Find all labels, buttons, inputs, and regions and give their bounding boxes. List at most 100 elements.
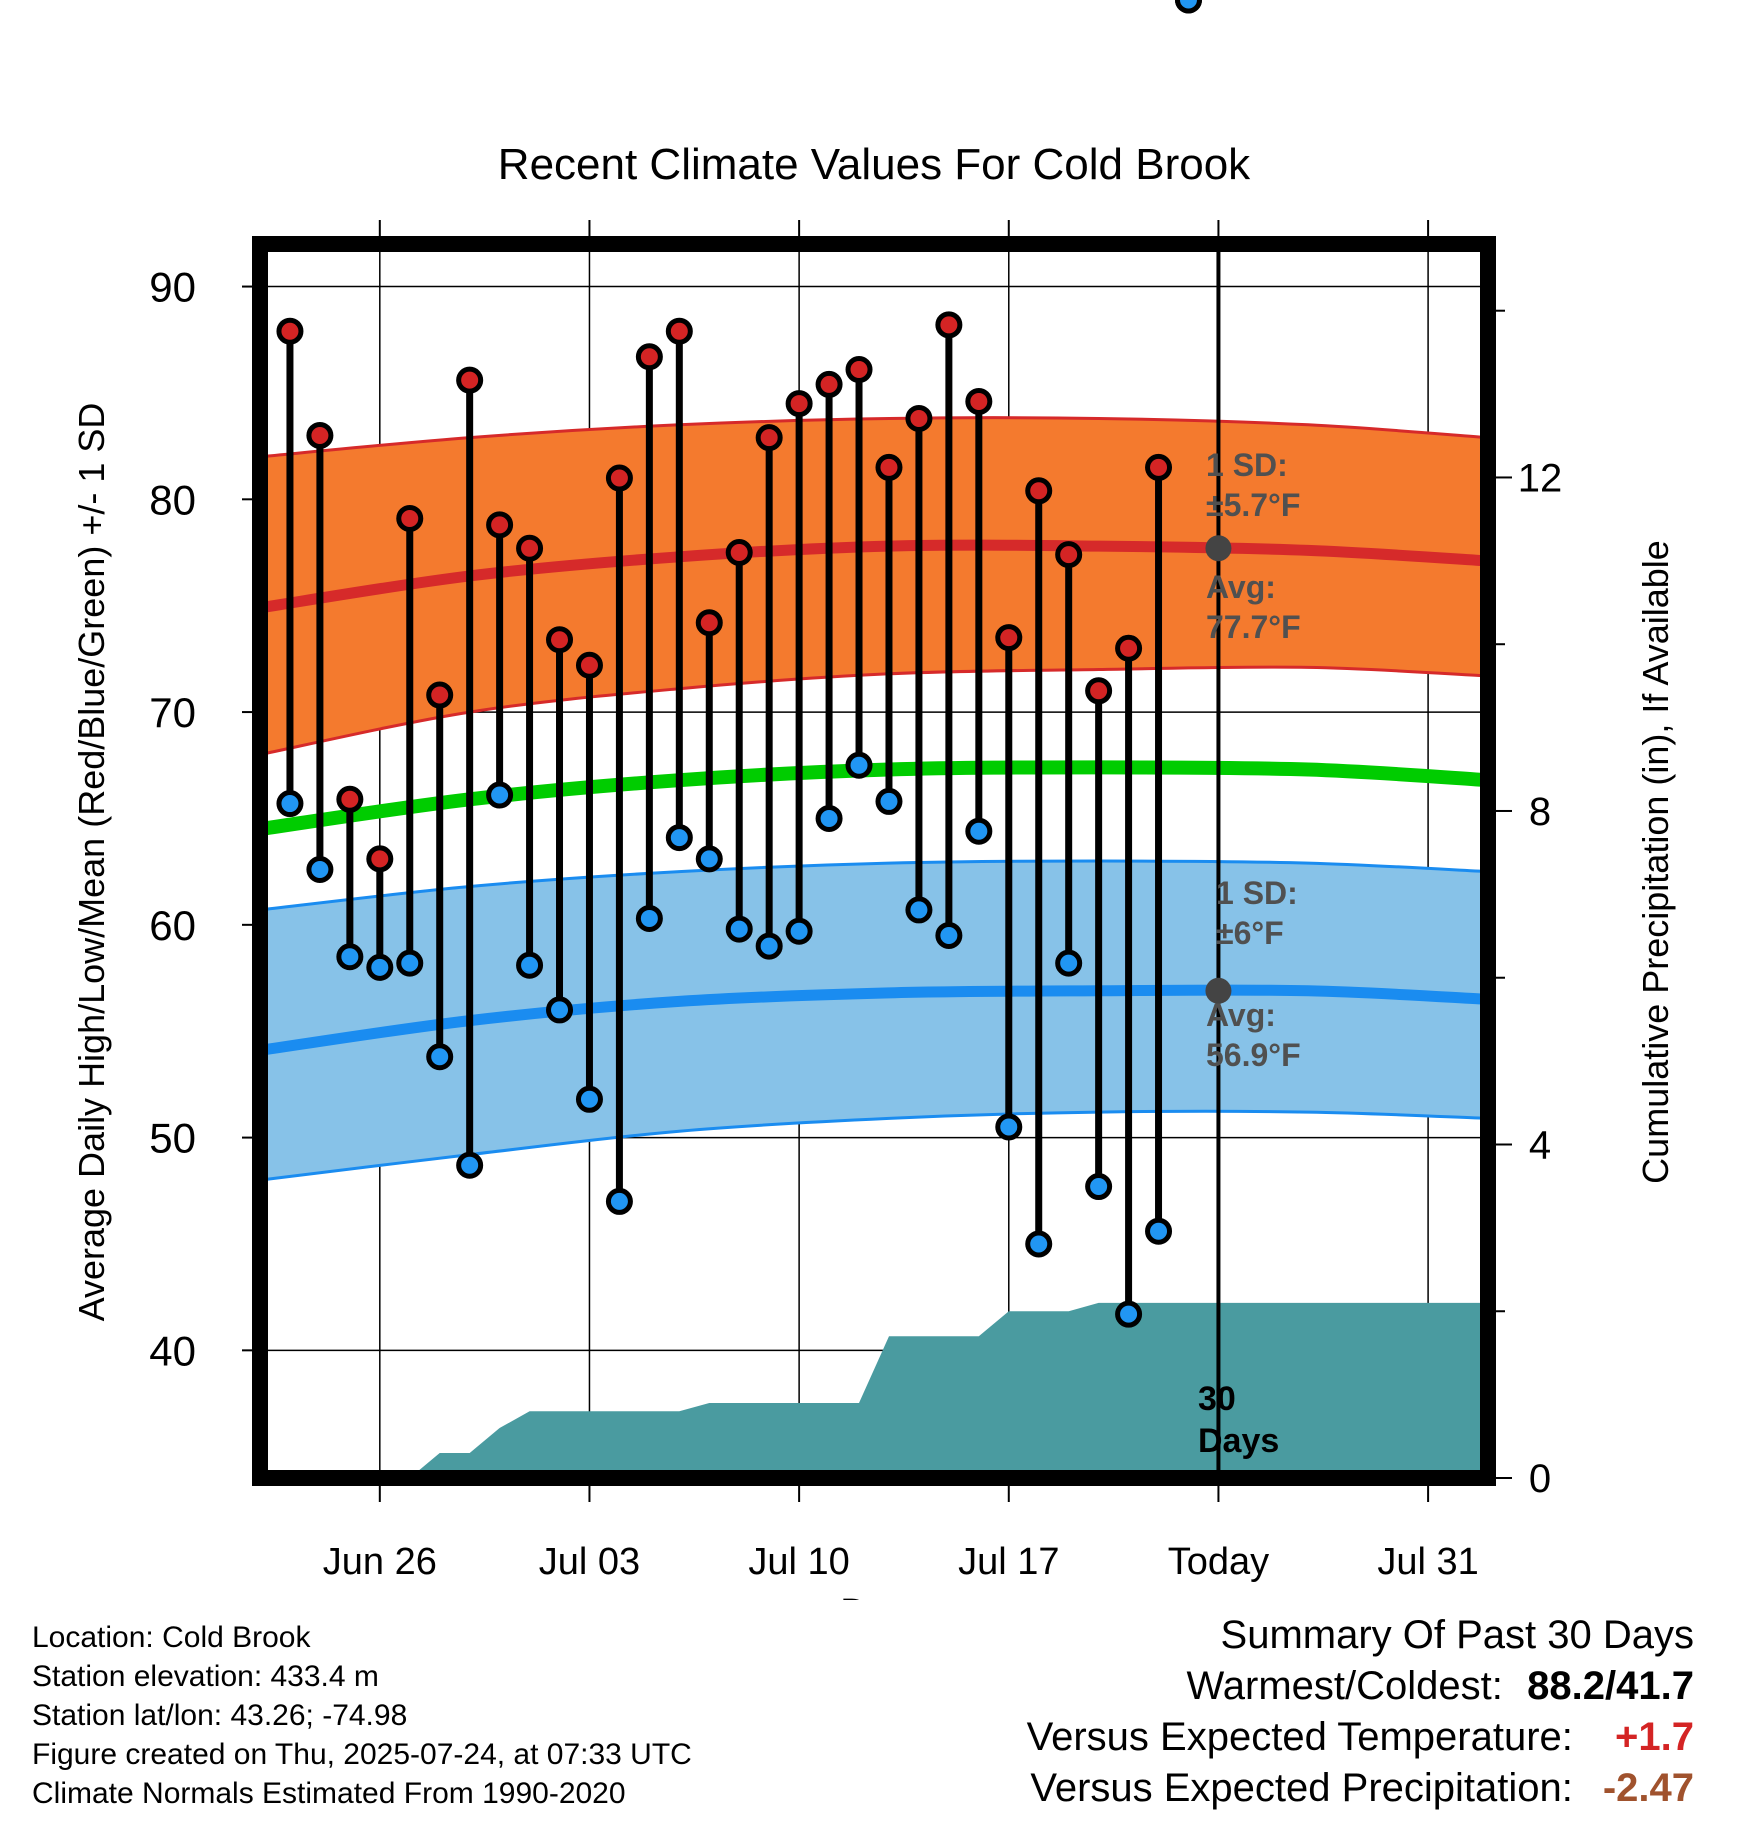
daily-low-point — [486, 781, 514, 809]
daily-high-point — [396, 504, 424, 532]
daily-high-point — [875, 453, 903, 481]
daily-low-point — [336, 943, 364, 971]
precip-days-number: 30 — [1198, 1380, 1236, 1418]
x-tick-label: Jul 31 — [1377, 1541, 1478, 1583]
warmest-label: Warmest/Coldest: — [1186, 1664, 1503, 1708]
climate-chart: Recent Climate Values For Cold Brook 1 S… — [71, 0, 1676, 1600]
normals-text: Climate Normals Estimated From 1990-2020 — [32, 1777, 626, 1810]
daily-high-point — [695, 609, 723, 637]
station-info: Location: Cold Brook Station elevation: … — [32, 1618, 692, 1813]
daily-low-point — [905, 896, 933, 924]
daily-low-point — [456, 1151, 484, 1179]
daily-high-point — [995, 624, 1023, 652]
temp-label: Versus Expected Temperature: — [1026, 1715, 1573, 1759]
daily-high-point — [815, 370, 843, 398]
daily-high-point — [306, 421, 334, 449]
high-sd-value: ±5.7°F — [1206, 487, 1300, 523]
daily-low-point — [1115, 1300, 1143, 1328]
plot-frame — [252, 236, 1496, 1486]
daily-low-point — [935, 921, 963, 949]
daily-high-point — [755, 424, 783, 452]
y2-axis-label: Cumulative Precipitation (in), If Availa… — [1635, 540, 1676, 1184]
temp-value: +1.7 — [1615, 1715, 1694, 1759]
temp-row: Versus Expected Temperature: +1.7 — [1027, 1712, 1694, 1763]
daily-high-point — [635, 343, 663, 371]
y-tick-label: 70 — [149, 689, 196, 736]
low-avg-value: 56.9°F — [1206, 1037, 1301, 1073]
cumulative-precip-area — [260, 1302, 1488, 1478]
daily-high-point — [1085, 677, 1113, 705]
x-tick-label: Jun 26 — [323, 1541, 437, 1583]
daily-high-point — [546, 626, 574, 654]
x-axis-label: Day — [840, 1592, 908, 1600]
daily-high-point — [965, 387, 993, 415]
daily-low-point — [635, 904, 663, 932]
y-axis-label: Average Daily High/Low/Mean (Red/Blue/Gr… — [71, 403, 112, 1322]
elevation-text: Station elevation: 433.4 m — [32, 1660, 379, 1693]
daily-high-point — [1055, 541, 1083, 569]
daily-low-point — [695, 845, 723, 873]
high-sd-label: 1 SD: — [1206, 447, 1288, 483]
daily-high-point — [516, 534, 544, 562]
daily-high-point — [905, 404, 933, 432]
daily-high-point — [1115, 634, 1143, 662]
summary-panel: Summary Of Past 30 Days Warmest/Coldest:… — [1027, 1610, 1694, 1814]
daily-low-point — [755, 932, 783, 960]
daily-high-point — [366, 845, 394, 873]
daily-low-point — [725, 915, 753, 943]
daily-high-point — [785, 390, 813, 418]
created-text: Figure created on Thu, 2025-07-24, at 07… — [32, 1738, 692, 1771]
chart-title: Recent Climate Values For Cold Brook — [498, 140, 1251, 189]
daily-high-point — [276, 317, 304, 345]
daily-high-point — [1145, 453, 1173, 481]
daily-low-point — [306, 856, 334, 884]
daily-low-point — [845, 751, 873, 779]
precip-label: Versus Expected Precipitation: — [1030, 1766, 1573, 1810]
plot-area: 1 SD: ±5.7°F Avg: 77.7°F 1 SD: ±6°F Avg: 56.9°F… — [149, 0, 1562, 1583]
daily-low-point — [1085, 1173, 1113, 1201]
daily-low-point — [965, 817, 993, 845]
today-normal-low-marker — [1205, 977, 1232, 1004]
high-avg-label: Avg: — [1206, 569, 1276, 605]
daily-low-point — [995, 1113, 1023, 1141]
x-tick-label: Jul 10 — [748, 1541, 849, 1583]
latlon-text: Station lat/lon: 43.26; -74.98 — [32, 1699, 408, 1732]
y-tick-label: 90 — [149, 264, 196, 311]
y-tick-label: 80 — [149, 476, 196, 523]
precip-days-label: Days — [1198, 1422, 1279, 1460]
x-tick-label: Today — [1168, 1541, 1269, 1583]
y2-tick-label: 0 — [1529, 1457, 1551, 1501]
y2-tick-label: 12 — [1518, 456, 1563, 500]
daily-low-point — [546, 996, 574, 1024]
location-text: Location: Cold Brook — [32, 1621, 311, 1654]
daily-low-point — [665, 824, 693, 852]
daily-low-point — [276, 790, 304, 818]
daily-high-point — [605, 464, 633, 492]
daily-high-point — [665, 317, 693, 345]
normal-mean-line — [259, 760, 1489, 837]
daily-high-point — [426, 681, 454, 709]
today-normal-high-marker — [1205, 535, 1232, 562]
daily-low-point — [1145, 1217, 1173, 1245]
warmest-value: 88.2/41.7 — [1527, 1664, 1694, 1708]
daily-high-point — [336, 785, 364, 813]
daily-high-point — [935, 311, 963, 339]
y-tick-label: 40 — [149, 1327, 196, 1374]
daily-low-point — [1055, 949, 1083, 977]
precip-value: -2.47 — [1602, 1766, 1694, 1810]
precip-row: Versus Expected Precipitation: -2.47 — [1027, 1763, 1694, 1814]
summary-title: Summary Of Past 30 Days — [1220, 1613, 1694, 1657]
y-tick-label: 50 — [149, 1115, 196, 1162]
warmest-coldest-row: Warmest/Coldest: 88.2/41.7 — [1027, 1661, 1695, 1712]
daily-low-point — [575, 1085, 603, 1113]
low-sd-value: ±6°F — [1216, 915, 1284, 951]
daily-low-point — [396, 949, 424, 977]
daily-low-point — [1174, 0, 1202, 14]
daily-high-point — [725, 539, 753, 566]
daily-low-point — [875, 787, 903, 815]
daily-low-point — [516, 951, 544, 979]
y-tick-label: 60 — [149, 902, 196, 949]
daily-high-point — [486, 511, 514, 539]
low-avg-label: Avg: — [1206, 997, 1276, 1033]
daily-high-point — [1025, 477, 1053, 505]
